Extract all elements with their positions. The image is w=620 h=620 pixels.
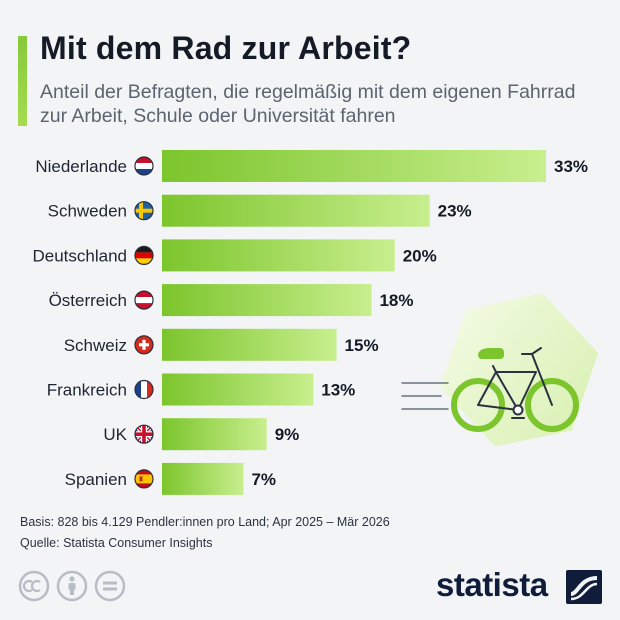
- switzerland-flag-icon: [134, 335, 154, 355]
- category-label: UK: [103, 425, 127, 444]
- bar-row-7: Spanien 7%: [65, 462, 276, 495]
- footnote-basis: Basis: 828 bis 4.129 Pendler:innen pro L…: [20, 515, 390, 529]
- bar-row-5: Frankreich 13%: [47, 373, 355, 406]
- footnote-source: Quelle: Statista Consumer Insights: [20, 536, 213, 550]
- value-label: 20%: [403, 246, 437, 265]
- hexagon-background: [439, 293, 599, 447]
- statista-logo[interactable]: statista: [436, 566, 548, 603]
- chart-subtitle: Anteil der Befragten, die regelmäßig mit…: [40, 81, 576, 127]
- bar-row-0: Niederlande 33%: [35, 150, 588, 182]
- nd-icon: [94, 570, 126, 602]
- value-label: 13%: [321, 381, 355, 400]
- bar: [162, 239, 395, 272]
- value-label: 18%: [379, 291, 413, 310]
- uk-flag-icon: [134, 424, 154, 444]
- value-label: 9%: [275, 425, 300, 444]
- category-label: Niederlande: [35, 157, 127, 176]
- bar: [162, 462, 244, 495]
- value-label: 33%: [554, 157, 588, 176]
- value-label: 15%: [345, 336, 379, 355]
- category-label: Frankreich: [47, 381, 127, 400]
- category-label: Deutschland: [32, 246, 127, 265]
- netherlands-flag-icon: [134, 156, 154, 176]
- title-accent-bar: [18, 36, 27, 126]
- bar-row-6: UK 9%: [103, 418, 300, 451]
- germany-flag-icon: [134, 245, 154, 265]
- bicycle-icon: [451, 347, 579, 432]
- value-label: 23%: [438, 202, 472, 221]
- bar: [162, 284, 372, 317]
- bar-row-3: Österreich 18%: [49, 284, 413, 317]
- statista-logo-icon: [566, 570, 602, 604]
- by-icon: [56, 570, 88, 602]
- france-flag-icon: [134, 379, 154, 400]
- value-label: 7%: [251, 470, 276, 489]
- speed-lines-icon: [401, 382, 449, 410]
- bar: [162, 194, 430, 227]
- bar: [162, 150, 546, 182]
- spain-flag-icon: [134, 469, 154, 489]
- bar: [162, 328, 337, 361]
- bar: [162, 418, 267, 451]
- cc-icon: [18, 570, 50, 602]
- category-label: Österreich: [49, 291, 127, 310]
- chart-title: Mit dem Rad zur Arbeit?: [40, 30, 412, 66]
- bar-row-2: Deutschland 20%: [32, 239, 437, 272]
- license-icons: [18, 570, 126, 602]
- bar: [162, 373, 314, 406]
- category-label: Schweiz: [64, 336, 127, 355]
- bar-row-1: Schweden 23%: [48, 194, 472, 227]
- bars-layer: Niederlande 33% Schweden 23% Deutschland 20% Ö…: [32, 150, 588, 495]
- category-label: Schweden: [48, 202, 127, 221]
- sweden-flag-icon: [134, 201, 154, 221]
- bicycle-illustration: [401, 293, 599, 447]
- austria-flag-icon: [134, 290, 154, 310]
- bar-row-4: Schweiz 15%: [64, 328, 379, 361]
- category-label: Spanien: [65, 470, 127, 489]
